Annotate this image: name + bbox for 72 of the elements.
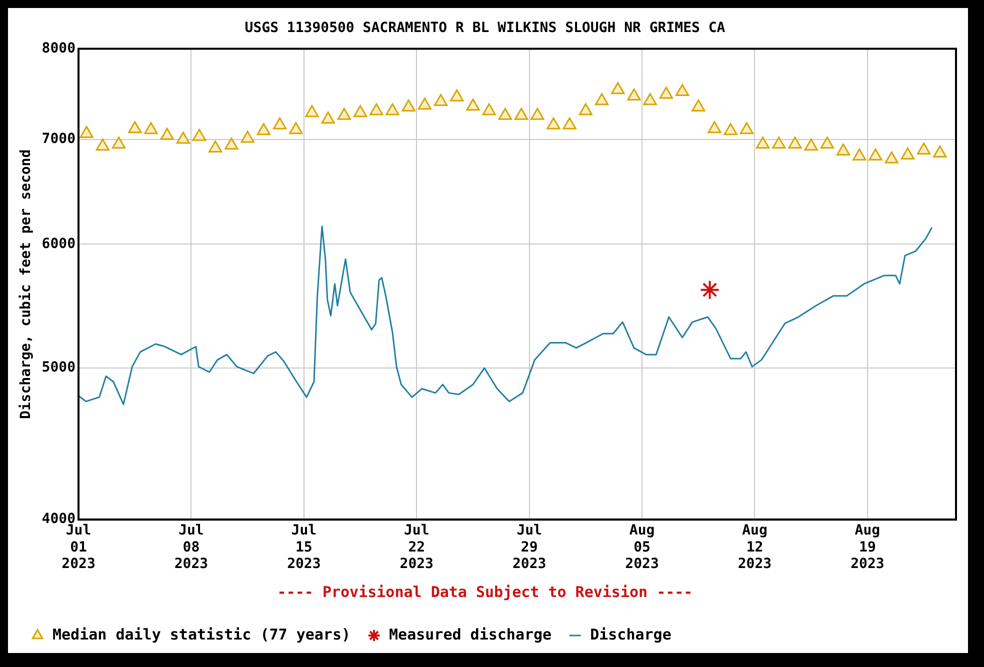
point [578,103,592,116]
point [192,128,206,141]
point [700,280,720,300]
point [321,112,335,124]
point [708,121,722,134]
point [546,117,560,130]
point [176,132,190,144]
x-tick-label: Jul 15 2023 [287,522,321,572]
point [80,126,94,138]
point [256,123,270,136]
point [627,88,641,101]
x-tick-label: Jul 29 2023 [512,522,546,572]
point [868,148,882,160]
point [884,151,898,164]
x-tick-label: Aug 05 2023 [625,522,659,572]
legend-label: Median daily statistic (77 years) [52,625,351,644]
point [562,117,576,130]
point [305,105,319,118]
point [450,89,464,102]
point [353,105,368,118]
point [96,138,110,151]
x-tick-label: Jul 08 2023 [174,522,208,572]
point [466,98,480,111]
point [724,123,738,136]
point [659,86,673,99]
point [933,145,947,158]
point [820,136,834,149]
y-axis-title: Discharge, cubic feet per second [18,149,34,420]
point [208,140,222,153]
point [498,108,512,120]
point [916,142,931,155]
point [514,108,528,120]
point [804,138,818,151]
legend-label: Measured discharge [389,625,552,644]
point [482,103,496,116]
point [386,103,400,116]
point [692,100,706,112]
point [611,82,625,94]
point [272,117,287,130]
chart-title: USGS 11390500 SACRAMENTO R BL WILKINS SLOUGH NR GRIMES CA [244,20,726,36]
legend-label: Discharge [590,625,672,644]
point [289,122,303,134]
point [740,122,754,134]
x-tick-label: Jul 22 2023 [400,522,434,572]
text: ---- Provisional Data Subject to Revision ---- [277,582,693,601]
point [370,103,384,116]
point [224,138,238,150]
point [112,136,126,149]
y-tick-label: 5000 [42,360,76,376]
point [594,93,609,106]
point [240,130,254,143]
point [144,122,158,134]
point [530,108,544,120]
point [643,93,657,106]
point [418,98,432,110]
point [836,143,850,156]
point [788,136,802,149]
y-tick-label: 8000 [42,40,76,56]
point [900,147,915,160]
point [402,100,416,112]
y-tick-label: 7000 [42,131,76,148]
x-tick-label: Aug 19 2023 [850,522,884,572]
point [675,84,690,96]
y-tick-label: 6000 [42,236,76,252]
x-tick-label: Aug 12 2023 [738,522,772,572]
point [772,136,786,149]
point [160,128,174,140]
point [337,108,351,120]
point [756,136,770,149]
point [434,94,448,106]
point [852,148,866,160]
point [128,121,142,134]
